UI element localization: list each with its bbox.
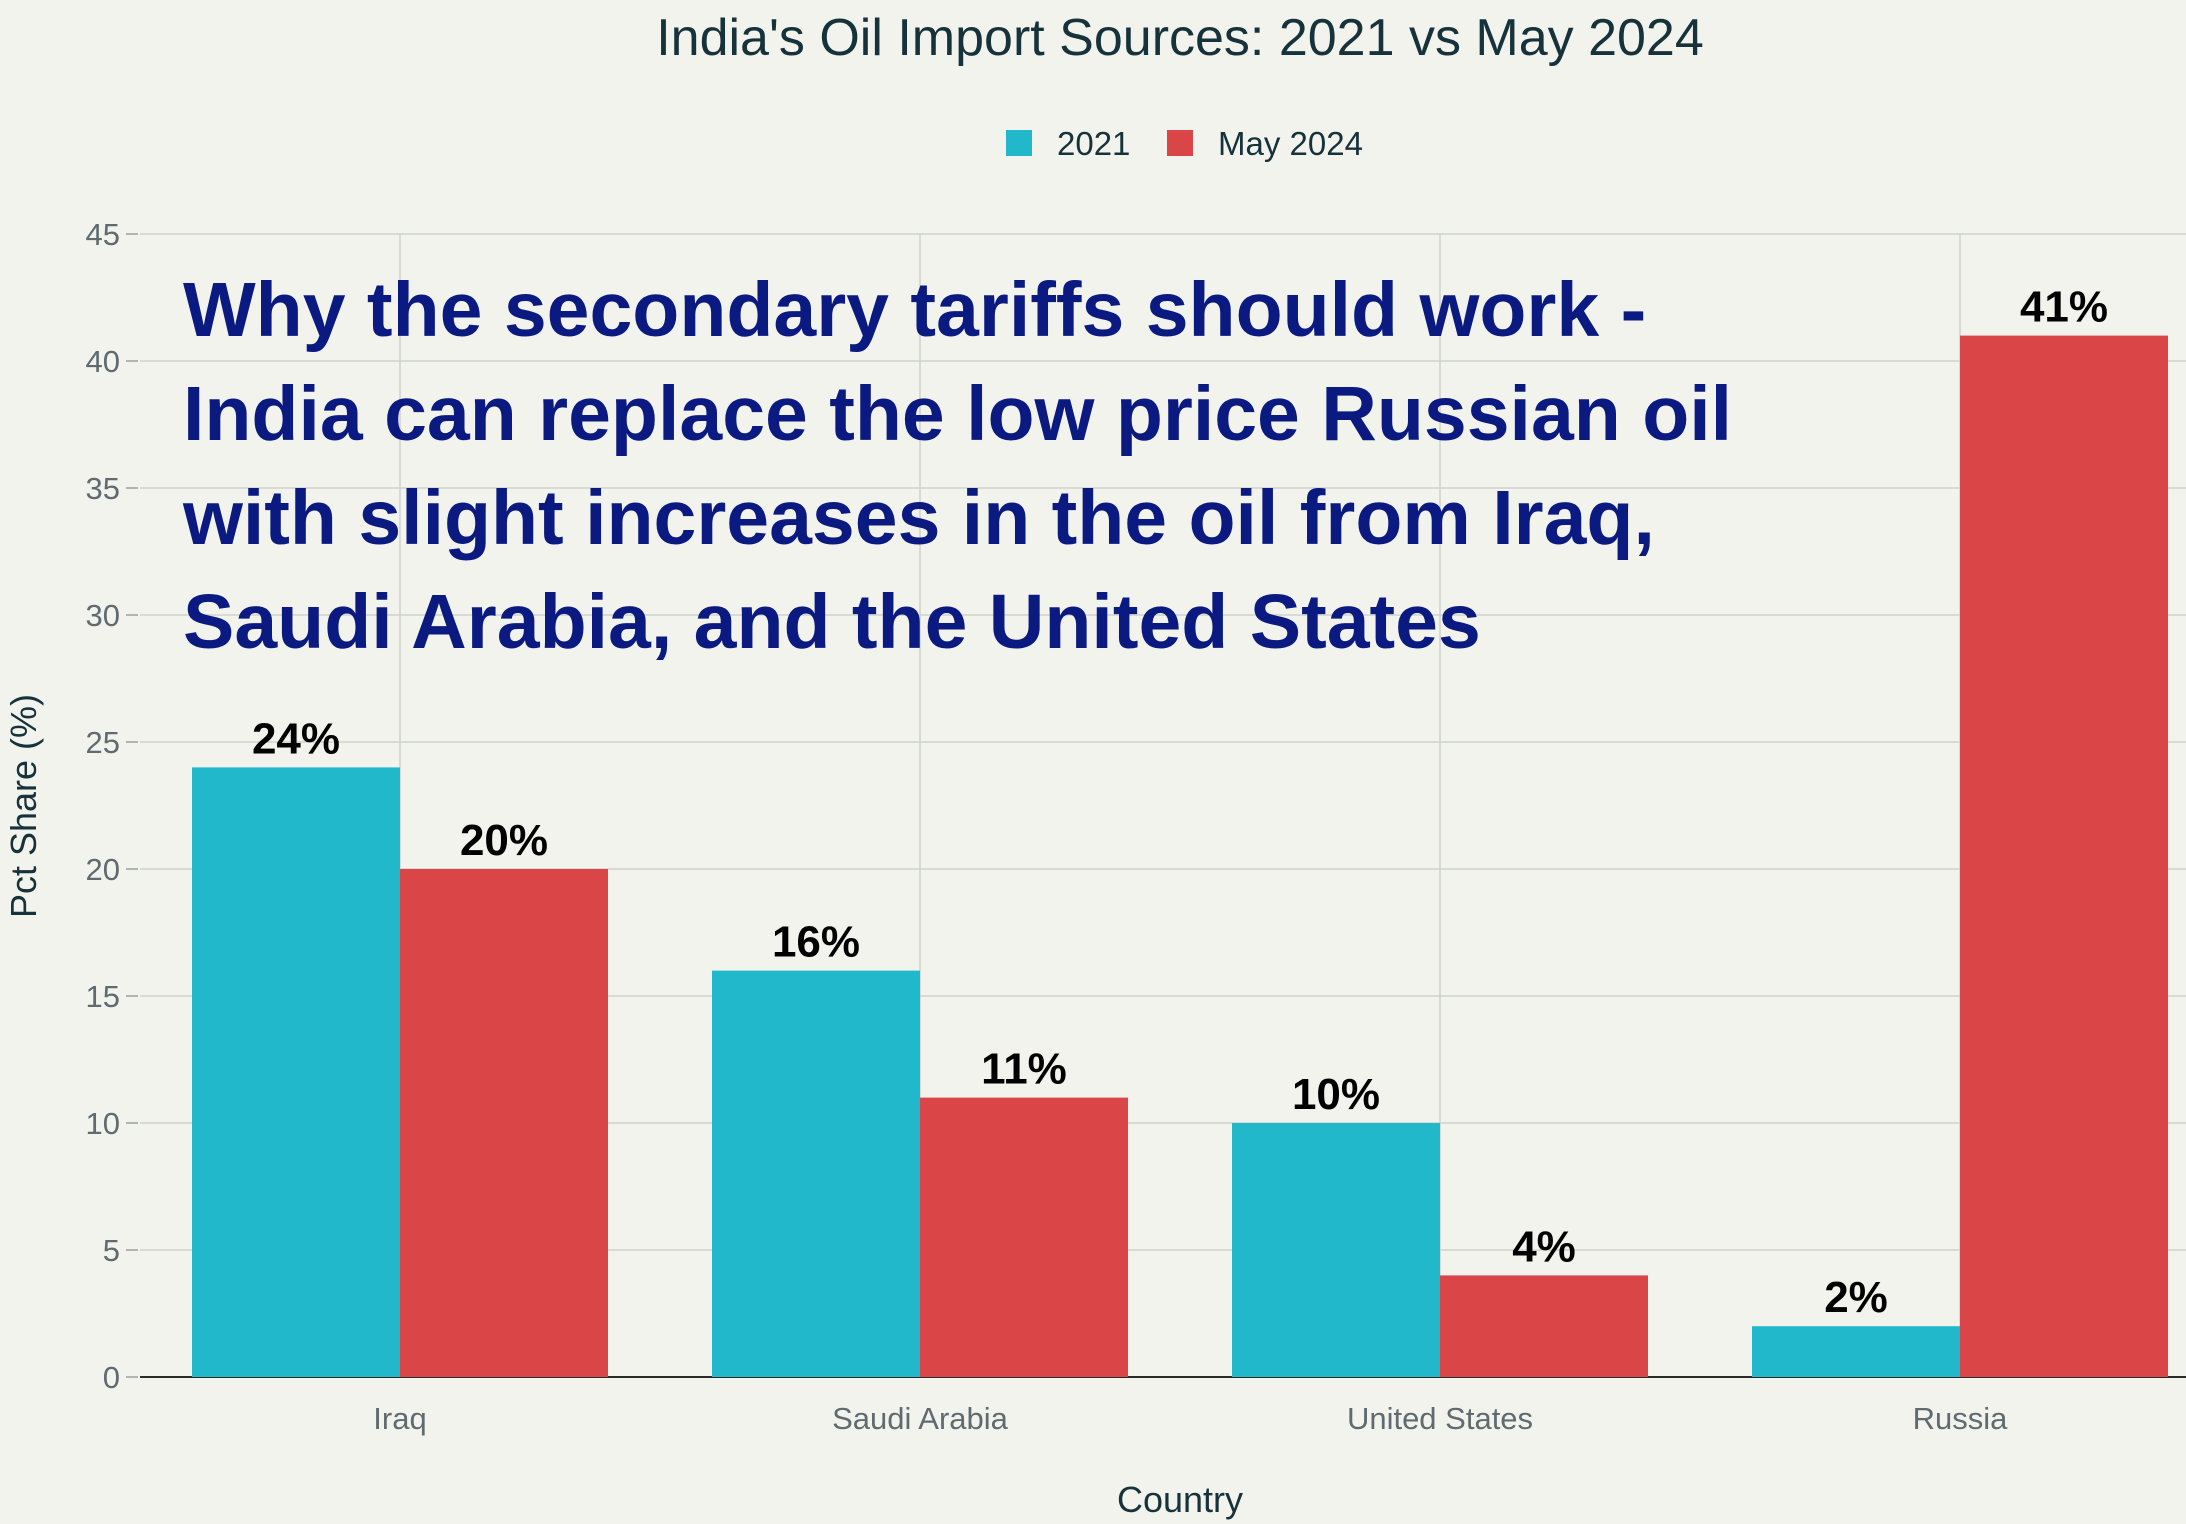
data-label: 10% <box>1292 1070 1380 1119</box>
bar-iraq-2021 <box>192 767 400 1377</box>
annotation-line-3: with slight increases in the oil from Ir… <box>182 475 1655 561</box>
bar-saudi-arabia-2021 <box>712 970 920 1377</box>
y-tick-label: 20 <box>86 852 120 887</box>
bar-saudi-arabia-may-2024 <box>920 1097 1128 1377</box>
y-tick-label: 45 <box>86 217 120 252</box>
data-label: 16% <box>772 918 860 967</box>
x-tick-label: Russia <box>1913 1401 2009 1436</box>
annotation-line-2: India can replace the low price Russian … <box>183 371 1732 457</box>
chart-title: India's Oil Import Sources: 2021 vs May … <box>656 9 1704 67</box>
y-axis-title: Pct Share (%) <box>3 694 44 918</box>
data-label: 2% <box>1824 1273 1888 1322</box>
bar-united-states-2021 <box>1232 1123 1440 1377</box>
y-tick-label: 5 <box>103 1233 120 1268</box>
annotation: Why the secondary tariffs should work - … <box>182 267 1732 665</box>
x-axis-ticks: Iraq Saudi Arabia United States Russia <box>373 1401 2008 1436</box>
y-tick-label: 30 <box>86 598 120 633</box>
data-label: 41% <box>2020 283 2108 332</box>
bar-russia-2021 <box>1752 1326 1960 1377</box>
annotation-line-4: Saudi Arabia, and the United States <box>183 579 1481 665</box>
x-tick-label: Saudi Arabia <box>832 1401 1009 1436</box>
data-label: 24% <box>252 714 340 763</box>
legend: 2021 May 2024 <box>1006 125 1363 162</box>
data-label: 11% <box>981 1045 1067 1094</box>
bar-iraq-may-2024 <box>400 869 608 1377</box>
y-tick-label: 10 <box>86 1106 120 1141</box>
y-tick-label: 15 <box>86 979 120 1014</box>
y-tick-label: 0 <box>103 1360 120 1395</box>
legend-label-may-2024: May 2024 <box>1218 125 1363 162</box>
bar-united-states-may-2024 <box>1440 1275 1648 1377</box>
y-tick-label: 25 <box>86 725 120 760</box>
y-axis-ticks: 0 5 10 15 20 25 30 35 40 45 <box>86 217 138 1395</box>
legend-label-2021: 2021 <box>1057 125 1130 162</box>
legend-swatch-2021 <box>1006 130 1032 156</box>
data-labels: 24% 20% 16% 11% 10% 4% 2% 41% <box>252 283 2108 1323</box>
bars <box>192 335 2168 1378</box>
bar-russia-may-2024 <box>1960 335 2168 1378</box>
y-tick-label: 35 <box>86 471 120 506</box>
annotation-line-1: Why the secondary tariffs should work - <box>183 267 1646 353</box>
x-axis-title: Country <box>1117 1479 1243 1520</box>
x-tick-label: Iraq <box>373 1401 426 1436</box>
legend-swatch-may-2024 <box>1167 130 1193 156</box>
y-tick-label: 40 <box>86 344 120 379</box>
data-label: 20% <box>460 816 548 865</box>
x-tick-label: United States <box>1347 1401 1533 1436</box>
data-label: 4% <box>1512 1222 1576 1271</box>
